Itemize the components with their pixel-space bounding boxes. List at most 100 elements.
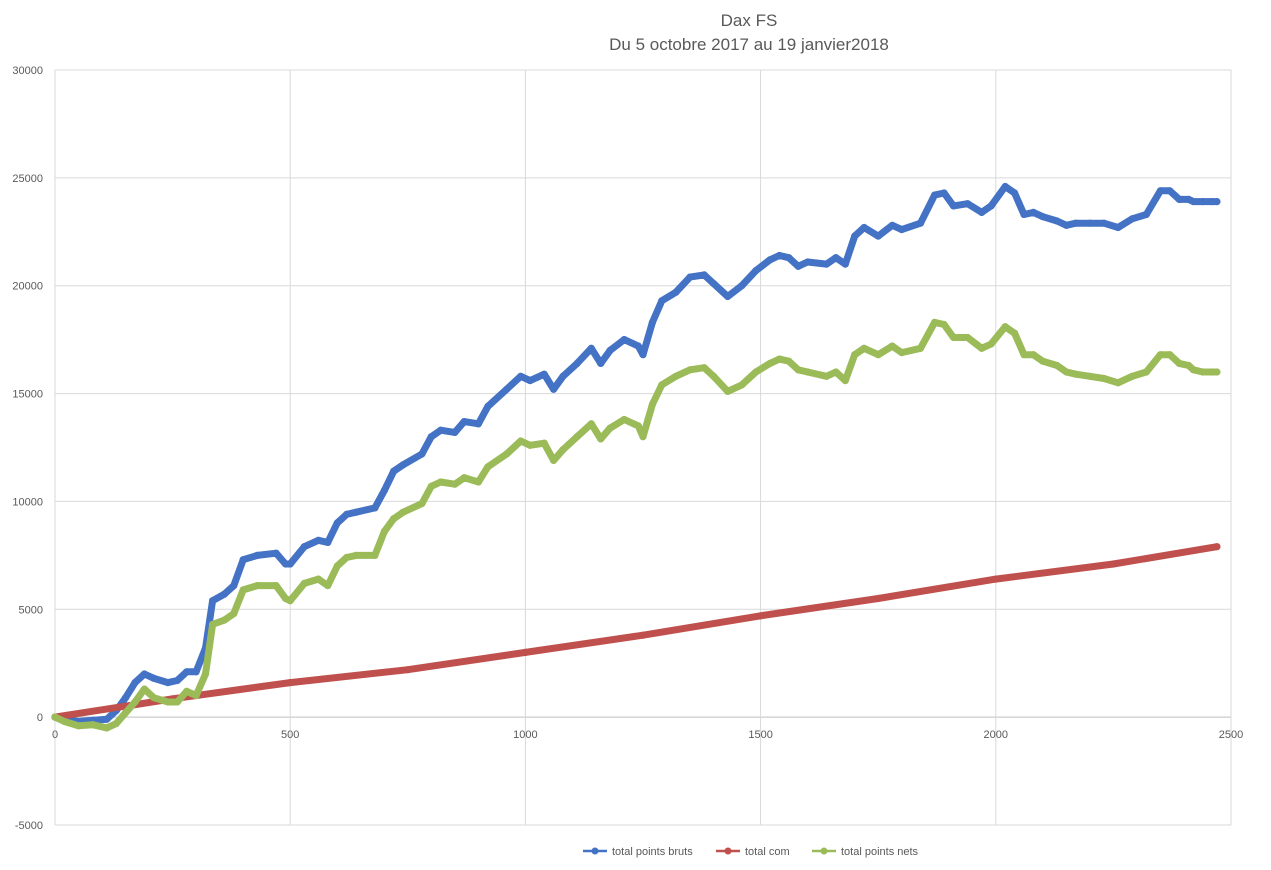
data-point bbox=[390, 467, 398, 475]
data-point bbox=[352, 508, 360, 516]
data-point bbox=[851, 232, 859, 240]
data-point bbox=[484, 402, 492, 411]
data-point bbox=[220, 616, 228, 624]
data-point bbox=[550, 456, 558, 464]
data-point bbox=[1175, 195, 1183, 203]
data-point bbox=[474, 478, 482, 486]
data-point bbox=[1039, 357, 1047, 365]
legend-item: total com bbox=[716, 846, 790, 858]
data-point bbox=[230, 610, 238, 618]
data-point bbox=[606, 346, 614, 354]
x-tick-label: 2000 bbox=[984, 729, 1008, 741]
data-point bbox=[738, 381, 746, 389]
data-point bbox=[710, 280, 718, 288]
y-tick-label: 25000 bbox=[12, 173, 43, 185]
data-point bbox=[606, 424, 614, 432]
data-point bbox=[1086, 372, 1094, 380]
data-point bbox=[399, 508, 407, 516]
data-point bbox=[700, 271, 708, 279]
data-point bbox=[822, 372, 831, 380]
data-point bbox=[766, 256, 774, 264]
data-point bbox=[832, 254, 840, 262]
data-point bbox=[648, 318, 657, 326]
data-point bbox=[89, 721, 97, 729]
y-tick-label: 20000 bbox=[12, 281, 43, 293]
data-point bbox=[1175, 359, 1183, 367]
data-point bbox=[1128, 215, 1136, 223]
data-point bbox=[51, 713, 59, 721]
data-point bbox=[559, 372, 567, 380]
data-point bbox=[851, 351, 859, 359]
data-point bbox=[1001, 323, 1009, 331]
data-point bbox=[672, 288, 680, 296]
data-point bbox=[230, 582, 238, 590]
legend-swatch-marker bbox=[724, 847, 732, 855]
data-point bbox=[526, 441, 534, 449]
data-point bbox=[841, 377, 849, 385]
grid bbox=[54, 69, 1232, 826]
legend-item: total points nets bbox=[812, 846, 919, 858]
data-point bbox=[404, 666, 412, 674]
data-point bbox=[587, 344, 595, 352]
data-point bbox=[620, 336, 628, 344]
data-point bbox=[333, 562, 341, 570]
data-point bbox=[209, 597, 217, 605]
data-point bbox=[122, 694, 130, 702]
data-point bbox=[1039, 213, 1047, 221]
data-point bbox=[352, 551, 360, 560]
chart-title: Dax FS bbox=[721, 11, 778, 30]
data-point bbox=[949, 333, 958, 342]
data-point bbox=[192, 668, 200, 676]
data-point bbox=[371, 504, 379, 512]
data-point bbox=[931, 191, 939, 199]
data-point bbox=[503, 450, 511, 458]
data-point bbox=[314, 536, 322, 544]
data-point bbox=[658, 381, 666, 389]
data-point bbox=[131, 679, 139, 687]
data-point bbox=[333, 519, 341, 527]
data-point bbox=[286, 560, 294, 568]
data-point bbox=[140, 670, 148, 678]
data-point bbox=[775, 355, 784, 363]
data-point bbox=[526, 377, 534, 385]
data-point bbox=[183, 668, 191, 676]
data-point bbox=[103, 724, 111, 732]
x-tick-label: 2500 bbox=[1219, 729, 1243, 741]
x-tick-label: 500 bbox=[281, 729, 299, 741]
x-tick-label: 0 bbox=[52, 729, 58, 741]
data-point bbox=[775, 251, 784, 260]
data-point bbox=[1062, 368, 1070, 376]
data-point bbox=[888, 342, 896, 350]
y-tick-label: 15000 bbox=[12, 389, 43, 401]
data-point bbox=[1086, 219, 1094, 227]
data-point bbox=[343, 553, 351, 562]
axis-tick-labels: -5000 0 5000 10000 15000 20000 25000 30000 0 500 1… bbox=[12, 65, 1243, 832]
data-point bbox=[1166, 187, 1174, 195]
data-point bbox=[1053, 217, 1061, 225]
data-point bbox=[785, 254, 793, 262]
data-point bbox=[272, 549, 280, 557]
legend-item: total points bruts bbox=[583, 846, 693, 858]
data-point bbox=[832, 368, 840, 376]
data-point bbox=[517, 372, 525, 380]
data-point bbox=[437, 478, 445, 486]
data-point bbox=[1199, 198, 1207, 206]
legend-swatch-marker bbox=[820, 847, 828, 855]
data-point bbox=[1029, 351, 1037, 359]
data-point bbox=[710, 372, 718, 380]
data-point bbox=[874, 594, 882, 603]
data-point bbox=[987, 340, 995, 348]
data-point bbox=[1100, 374, 1108, 383]
data-point bbox=[964, 333, 972, 342]
data-point bbox=[112, 720, 120, 728]
data-point bbox=[1166, 351, 1174, 359]
data-point bbox=[1072, 219, 1080, 227]
data-point bbox=[752, 267, 760, 275]
y-tick-label: 5000 bbox=[19, 604, 43, 616]
data-point bbox=[752, 368, 760, 376]
data-point bbox=[639, 433, 647, 441]
data-point bbox=[253, 582, 261, 590]
